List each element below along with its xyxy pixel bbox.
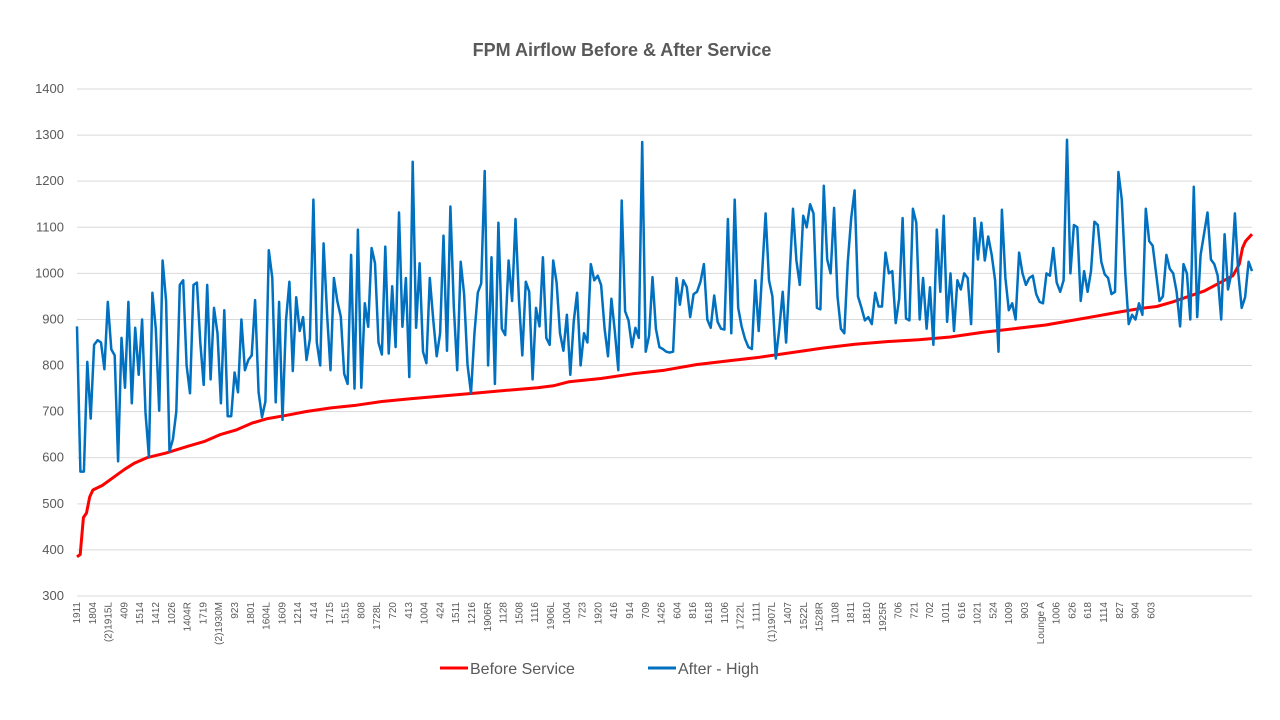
x-tick-label: 1412 (151, 602, 162, 625)
x-tick-label: 618 (1083, 602, 1094, 619)
x-tick-label: 1514 (135, 602, 146, 625)
y-tick-label-1300: 1300 (35, 127, 64, 142)
y-tick-label-700: 700 (42, 404, 64, 419)
x-tick-label: 1114 (1099, 602, 1110, 623)
y-tick-label-500: 500 (42, 496, 64, 511)
x-tick-label: (2)1930M (214, 602, 225, 645)
x-tick-label: 1404R (183, 602, 194, 631)
x-tick-label: 1026 (167, 602, 178, 625)
x-tick-label: 1906L (546, 602, 557, 630)
x-tick-label: 1214 (293, 602, 304, 625)
x-tick-label: 914 (625, 602, 636, 619)
x-tick-label: 720 (388, 602, 399, 619)
x-tick-label: 603 (1146, 602, 1157, 619)
x-tick-label: 808 (356, 602, 367, 619)
x-tick-label: (1)1907L (767, 602, 778, 642)
legend: Before Service After - High (440, 661, 759, 678)
x-tick-label: 723 (578, 602, 589, 619)
x-tick-label: 1004 (420, 602, 431, 625)
x-tick-label: 1618 (704, 602, 715, 625)
x-tick-label: 1715 (325, 602, 336, 625)
x-tick-label: 1004 (562, 602, 573, 625)
x-tick-label: Lounge A (1036, 602, 1047, 645)
x-tick-label: 1920 (593, 602, 604, 625)
x-tick-label: 903 (1020, 602, 1031, 619)
x-tick-label: 702 (925, 602, 936, 619)
x-axis: 1911 1804 (2)1915L 409 1514 1412 1026 1404R 1719… (72, 602, 1157, 645)
x-tick-label: 709 (641, 602, 652, 619)
x-tick-label: 827 (1115, 602, 1126, 619)
x-tick-label: 1511 (451, 602, 462, 624)
x-tick-label: 1719 (198, 602, 209, 625)
y-tick-label-1000: 1000 (35, 265, 64, 280)
x-tick-label: 706 (894, 602, 905, 619)
x-tick-label: 904 (1131, 602, 1142, 619)
y-tick-label-800: 800 (42, 358, 64, 373)
x-tick-label: 1728L (372, 602, 383, 630)
x-tick-label: 424 (435, 602, 446, 619)
x-tick-label: 1722L (736, 602, 747, 630)
y-tick-label-1100: 1100 (36, 219, 64, 234)
x-tick-label: 1609 (277, 602, 288, 625)
legend-label-before-service: Before Service (470, 661, 575, 678)
y-tick-label-600: 600 (42, 450, 64, 465)
x-tick-label: 816 (688, 602, 699, 619)
x-tick-label: 1021 (973, 602, 984, 625)
x-tick-label: 413 (404, 602, 415, 619)
x-tick-label: 616 (957, 602, 968, 619)
x-tick-label: 1528R (815, 602, 826, 631)
x-tick-label: 1128 (499, 602, 510, 624)
x-tick-label: 626 (1067, 602, 1078, 619)
x-tick-label: 416 (609, 602, 620, 619)
x-tick-label: 1116 (530, 602, 541, 623)
x-tick-label: 1522L (799, 602, 810, 630)
series-line-after-high (75, 138, 1254, 473)
x-tick-label: 409 (119, 602, 130, 619)
x-tick-label: 1925R (878, 602, 889, 631)
x-tick-label: 1906R (483, 602, 494, 631)
x-tick-label: 923 (230, 602, 241, 619)
y-tick-label-300: 300 (42, 588, 64, 603)
x-tick-label: 1006 (1052, 602, 1063, 625)
x-tick-label: 1216 (467, 602, 478, 625)
y-tick-label-1200: 1200 (35, 173, 64, 188)
chart-title: FPM Airflow Before & After Service (473, 40, 772, 60)
x-tick-label: (2)1915L (104, 602, 115, 642)
x-tick-label: 1804 (88, 602, 99, 625)
x-tick-label: 1009 (1004, 602, 1015, 625)
series-line-before-service (76, 233, 1254, 559)
x-tick-label: 1911 (72, 602, 83, 624)
x-tick-label: 1426 (657, 602, 668, 625)
x-tick-label: 1604L (262, 602, 273, 630)
x-tick-label: 1811 (846, 602, 857, 624)
y-tick-label-900: 900 (42, 311, 64, 326)
y-tick-label-400: 400 (42, 542, 64, 557)
x-tick-label: 1508 (514, 602, 525, 625)
legend-label-after-high: After - High (678, 661, 759, 678)
series-lines (75, 138, 1254, 559)
x-tick-label: 1011 (941, 602, 952, 624)
x-tick-label: 1106 (720, 602, 731, 624)
x-tick-label: 1111 (751, 602, 762, 622)
x-tick-label: 604 (672, 602, 683, 619)
y-axis: 300 400 500 600 700 800 900 1000 1100 1200 1300 140… (35, 81, 64, 603)
x-tick-label: 1108 (830, 602, 841, 624)
x-tick-label: 721 (909, 602, 920, 619)
x-tick-label: 524 (988, 602, 999, 619)
x-tick-label: 414 (309, 602, 320, 619)
y-tick-label-1400: 1400 (35, 81, 64, 96)
x-tick-label: 1810 (862, 602, 873, 625)
x-tick-label: 1801 (246, 602, 257, 625)
x-tick-label: 1515 (341, 602, 352, 625)
x-tick-label: 1407 (783, 602, 794, 625)
